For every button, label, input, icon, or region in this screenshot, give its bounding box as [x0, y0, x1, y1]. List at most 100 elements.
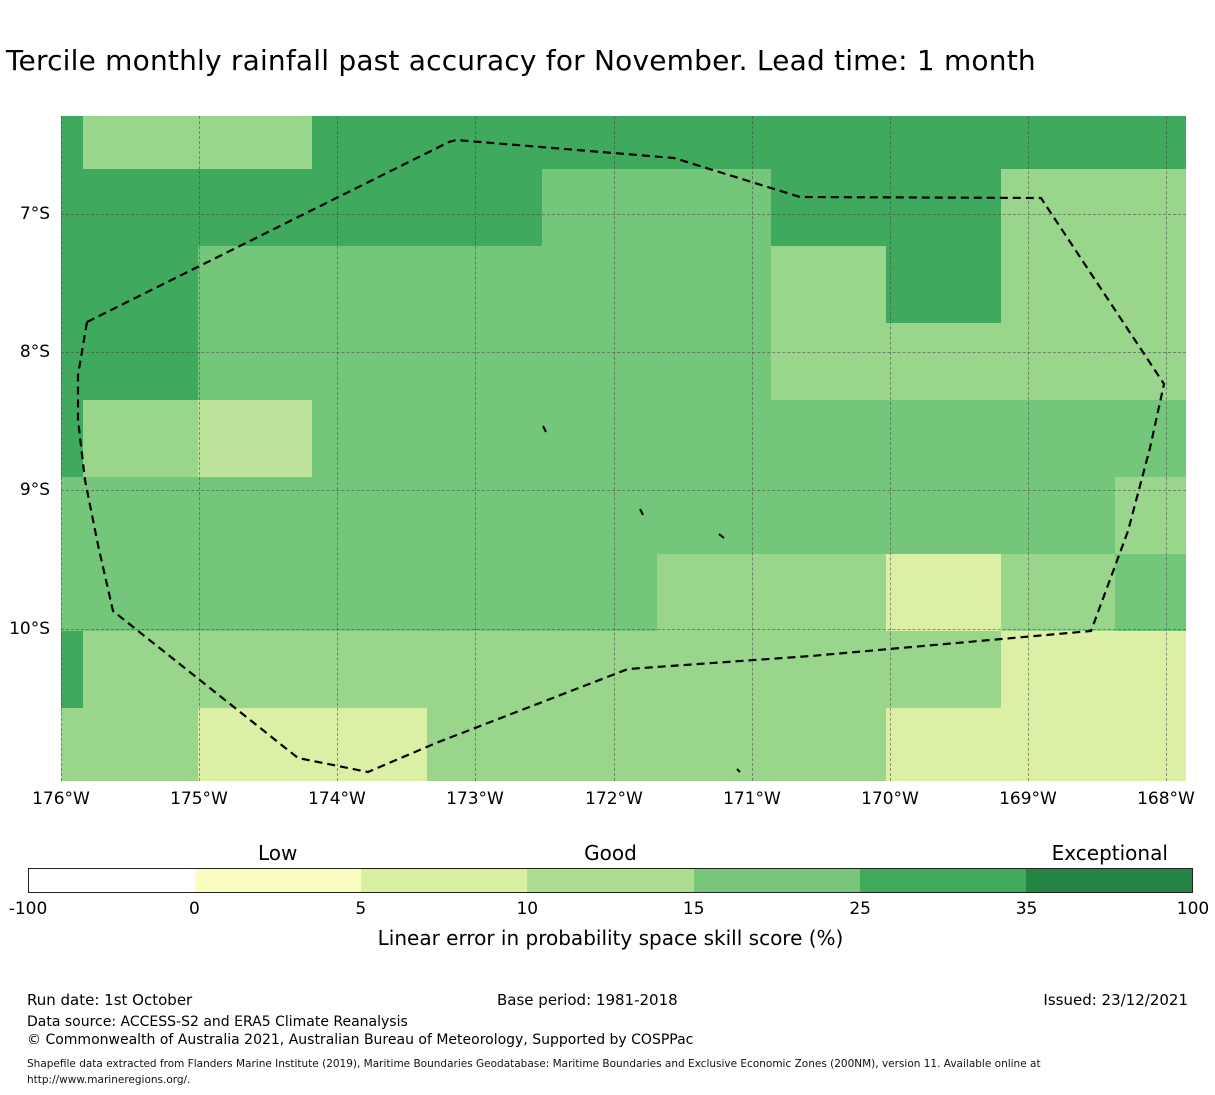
map-cell [1115, 554, 1186, 632]
island-mark [718, 533, 725, 539]
map-cell [542, 169, 658, 247]
map-cell [1115, 708, 1186, 781]
footer-copyright: © Commonwealth of Australia 2021, Austra… [27, 1032, 694, 1048]
map-cell [61, 554, 84, 632]
map-cell [427, 554, 543, 632]
eez-boundary-line [76, 138, 1166, 774]
colorbar-segment [693, 869, 860, 892]
map-cell [312, 116, 428, 170]
gridline-horizontal [61, 490, 1186, 491]
map-cell [1115, 631, 1186, 709]
x-tick-label: 168°W [1137, 789, 1195, 809]
map-cell [1001, 246, 1116, 324]
colorbar-category-label: Low [257, 841, 298, 865]
footer-data-source: Data source: ACCESS-S2 and ERA5 Climate … [27, 1014, 408, 1030]
map-overlay [76, 138, 1166, 774]
gridline-horizontal [61, 629, 1186, 630]
map-cell [61, 246, 84, 324]
map-cell [1115, 116, 1186, 170]
x-tick-label: 173°W [446, 789, 504, 809]
gridline-vertical [337, 116, 338, 781]
map-cell [771, 323, 887, 401]
map-cell [886, 477, 1002, 555]
map-cell [771, 477, 887, 555]
x-tick-label: 169°W [999, 789, 1057, 809]
x-tick-label: 172°W [585, 789, 643, 809]
map-cell [771, 116, 887, 170]
map-cell [61, 477, 84, 555]
footer-base-period: Base period: 1981-2018 [497, 991, 678, 1009]
map-cell [198, 477, 313, 555]
colorbar-tick-label: 35 [1015, 899, 1038, 919]
map-cell [83, 631, 199, 709]
y-tick-label: 10°S [9, 619, 50, 639]
map-cell [198, 169, 313, 247]
map-cell [1115, 400, 1186, 478]
map-cell [427, 708, 543, 781]
x-tick-label: 175°W [170, 789, 228, 809]
map-cell [61, 169, 84, 247]
gridline-vertical [752, 116, 753, 781]
map-cell [83, 246, 199, 324]
gridline-vertical [614, 116, 615, 781]
map-cell [886, 246, 1002, 324]
figure-title: Tercile monthly rainfall past accuracy f… [6, 44, 1036, 77]
map-cell [312, 400, 428, 478]
map-cell [427, 400, 543, 478]
map-cell [427, 631, 543, 709]
map-cell [1001, 477, 1116, 555]
map-cell [427, 323, 543, 401]
map-cell [61, 631, 84, 709]
y-tick-label: 9°S [19, 480, 50, 500]
island-mark [736, 768, 741, 773]
map-cell [1001, 116, 1116, 170]
map-canvas [61, 116, 1186, 781]
map-cell [771, 554, 887, 632]
map-cell [83, 400, 199, 478]
map-cell [427, 116, 543, 170]
map-cell [886, 554, 1002, 632]
map-cell [198, 631, 313, 709]
gridline-vertical [475, 116, 476, 781]
map-cell [83, 116, 199, 170]
map-cell [312, 631, 428, 709]
island-mark [542, 425, 547, 433]
footer-issued: Issued: 23/12/2021 [1043, 991, 1188, 1009]
map-cell [542, 323, 658, 401]
map-cell [312, 477, 428, 555]
colorbar-segment [527, 869, 694, 892]
map-cell [771, 708, 887, 781]
map-cell [1001, 323, 1116, 401]
map-cell [198, 708, 313, 781]
map-cell [771, 246, 887, 324]
gridline-vertical [61, 116, 62, 781]
map-cell [886, 169, 1002, 247]
map-cell [771, 631, 887, 709]
colorbar-segment [29, 869, 196, 892]
map-cell [1001, 708, 1116, 781]
map-cell [312, 246, 428, 324]
map-cell [886, 708, 1002, 781]
x-tick-label: 176°W [32, 789, 90, 809]
map-cell [198, 400, 313, 478]
colorbar-segment [195, 869, 362, 892]
colorbar-tick-label: 100 [1176, 899, 1210, 919]
gridline-horizontal [61, 352, 1186, 353]
map-cell [427, 169, 543, 247]
gridline-vertical [1166, 116, 1167, 781]
colorbar-tick-label: 0 [189, 899, 200, 919]
footer-run-date: Run date: 1st October [27, 991, 193, 1009]
colorbar [28, 868, 1193, 893]
map-cell [1115, 169, 1186, 247]
colorbar-tick-label: 10 [516, 899, 539, 919]
map-cell [542, 116, 658, 170]
colorbar-tick-label: 25 [849, 899, 871, 919]
map-cell [886, 116, 1002, 170]
map-cell [61, 708, 84, 781]
map-cell [542, 554, 658, 632]
x-tick-label: 170°W [861, 789, 919, 809]
map-cell [198, 554, 313, 632]
map-cell [198, 323, 313, 401]
map-cell [198, 116, 313, 170]
gridline-horizontal [61, 214, 1186, 215]
